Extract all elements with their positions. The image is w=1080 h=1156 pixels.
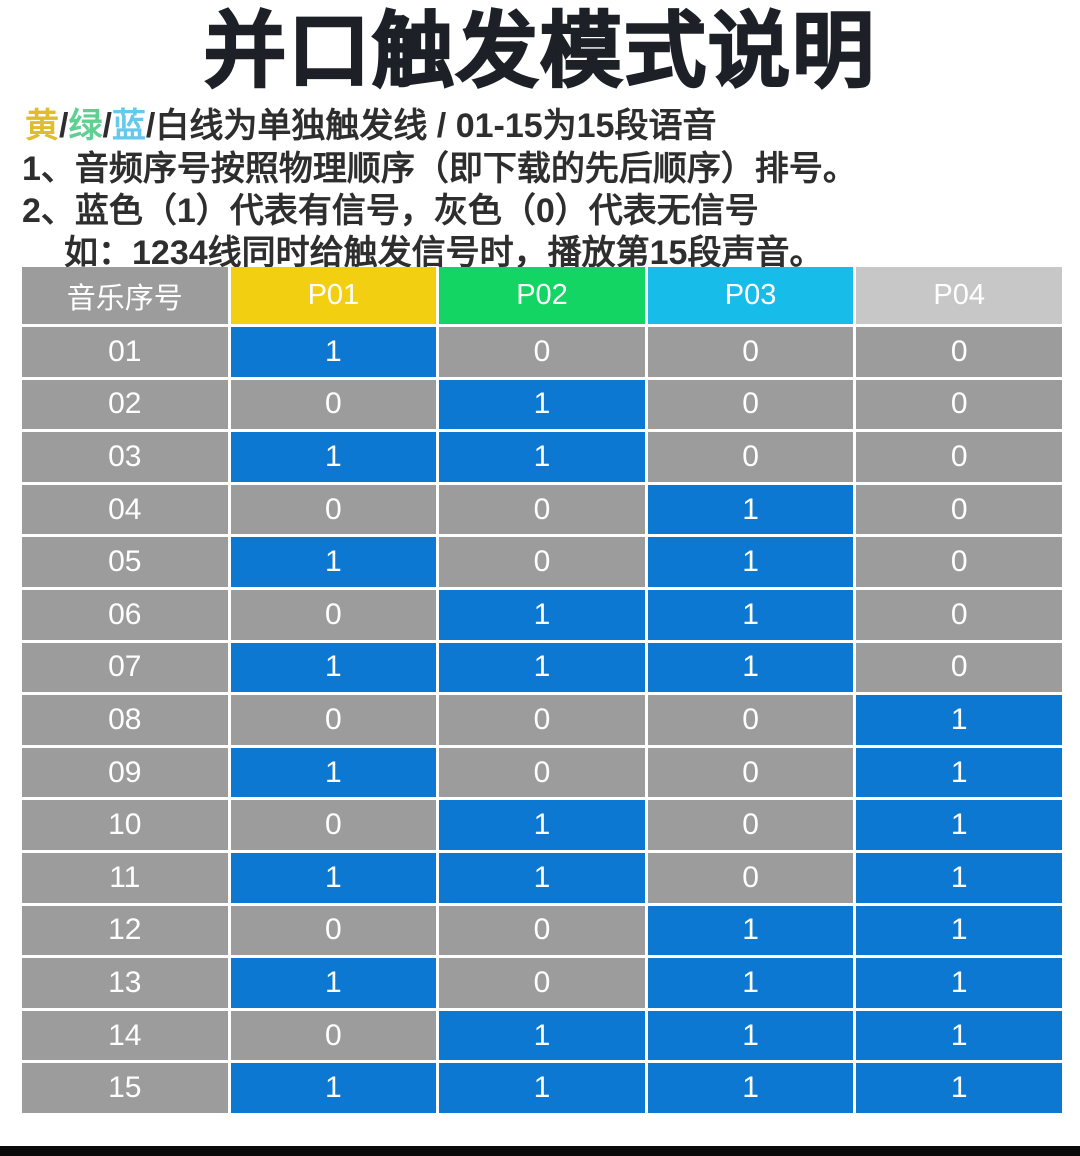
signal-on-cell: 1 — [439, 1010, 645, 1061]
signal-on-cell: 1 — [439, 1063, 645, 1113]
signal-on-cell: 1 — [647, 958, 854, 1008]
signal-on-cell: 1 — [230, 1063, 437, 1113]
row-header-cell: 03 — [22, 432, 228, 482]
signal-off-cell: 0 — [856, 589, 1062, 640]
signal-on-cell: 1 — [856, 852, 1062, 903]
legend-part: /白线为单独触发线 / 01-15为15段语音 — [145, 107, 717, 145]
note-line: 如：1234线同时给触发信号时，播放第15段声音。 — [64, 234, 824, 272]
signal-on-cell: 1 — [230, 537, 437, 587]
signal-on-cell: 1 — [647, 1010, 854, 1061]
signal-on-cell: 1 — [230, 327, 437, 377]
signal-on-cell: 1 — [856, 1063, 1062, 1113]
legend-part: 黄 — [25, 107, 59, 145]
signal-off-cell: 0 — [230, 695, 437, 745]
signal-off-cell: 0 — [230, 589, 437, 640]
legend-part: / — [59, 107, 69, 145]
note-line: 2、蓝色（1）代表有信号，灰色（0）代表无信号 — [22, 192, 759, 230]
note-line: 1、音频序号按照物理顺序（即下载的先后顺序）排号。 — [22, 150, 857, 188]
bottom-black-bar — [0, 1146, 1080, 1156]
signal-off-cell: 0 — [230, 379, 437, 430]
signal-on-cell: 1 — [856, 695, 1062, 745]
signal-off-cell: 0 — [856, 484, 1062, 535]
signal-on-cell: 1 — [647, 537, 854, 587]
header-cell-p01: P01 — [230, 267, 437, 324]
signal-on-cell: 1 — [647, 905, 854, 956]
legend-part: / — [102, 107, 112, 145]
row-header-cell: 08 — [22, 695, 228, 745]
signal-off-cell: 0 — [230, 800, 437, 850]
signal-off-cell: 0 — [647, 747, 854, 798]
signal-on-cell: 1 — [856, 905, 1062, 956]
row-header-cell: 10 — [22, 800, 228, 850]
signal-on-cell: 1 — [439, 852, 645, 903]
page-title: 并口触发模式说明 — [203, 5, 876, 98]
signal-off-cell: 0 — [230, 484, 437, 535]
header-cell-p04: P04 — [856, 267, 1062, 324]
signal-off-cell: 0 — [647, 379, 854, 430]
signal-off-cell: 0 — [647, 327, 854, 377]
signal-on-cell: 1 — [647, 1063, 854, 1113]
signal-off-cell: 0 — [647, 800, 854, 850]
signal-on-cell: 1 — [856, 747, 1062, 798]
row-header-cell: 02 — [22, 379, 228, 430]
signal-off-cell: 0 — [856, 379, 1062, 430]
row-header-cell: 12 — [22, 905, 228, 956]
signal-on-cell: 1 — [230, 747, 437, 798]
row-header-cell: 14 — [22, 1010, 228, 1061]
signal-off-cell: 0 — [439, 695, 645, 745]
signal-off-cell: 0 — [439, 327, 645, 377]
row-header-cell: 01 — [22, 327, 228, 377]
signal-on-cell: 1 — [856, 1010, 1062, 1061]
signal-off-cell: 0 — [230, 1010, 437, 1061]
row-header-cell: 07 — [22, 642, 228, 693]
header-cell-p03: P03 — [647, 267, 854, 324]
signal-on-cell: 1 — [439, 589, 645, 640]
signal-off-cell: 0 — [439, 537, 645, 587]
signal-on-cell: 1 — [856, 958, 1062, 1008]
row-header-cell: 06 — [22, 589, 228, 640]
signal-on-cell: 1 — [856, 800, 1062, 850]
signal-off-cell: 0 — [856, 327, 1062, 377]
signal-on-cell: 1 — [230, 958, 437, 1008]
signal-off-cell: 0 — [230, 905, 437, 956]
signal-off-cell: 0 — [647, 695, 854, 745]
row-header-cell: 11 — [22, 852, 228, 903]
row-header-cell: 13 — [22, 958, 228, 1008]
legend-part: 蓝 — [111, 107, 146, 145]
signal-on-cell: 1 — [439, 642, 645, 693]
signal-off-cell: 0 — [647, 432, 854, 482]
signal-off-cell: 0 — [856, 432, 1062, 482]
row-header-cell: 05 — [22, 537, 228, 587]
signal-off-cell: 0 — [439, 484, 645, 535]
signal-on-cell: 1 — [230, 852, 437, 903]
signal-off-cell: 0 — [439, 905, 645, 956]
header-cell-music-index: 音乐序号 — [22, 267, 228, 324]
signal-off-cell: 0 — [647, 852, 854, 903]
legend-part: 绿 — [68, 107, 103, 145]
trigger-mode-table: 音乐序号 P01 P02 P03 P04 01 1 0 0 0 02 0 1 0 0 03 1 1 0 0 04 0 0 1 0… — [22, 267, 1062, 1113]
signal-off-cell: 0 — [439, 747, 645, 798]
signal-on-cell: 1 — [439, 432, 645, 482]
row-header-cell: 04 — [22, 484, 228, 535]
signal-on-cell: 1 — [647, 484, 854, 535]
signal-on-cell: 1 — [230, 642, 437, 693]
signal-on-cell: 1 — [647, 589, 854, 640]
header-cell-p02: P02 — [439, 267, 645, 324]
signal-on-cell: 1 — [647, 642, 854, 693]
legend-line: 黄/绿/蓝/白线为单独触发线 / 01-15为15段语音 — [25, 98, 716, 147]
signal-off-cell: 0 — [856, 642, 1062, 693]
signal-on-cell: 1 — [439, 800, 645, 850]
signal-on-cell: 1 — [230, 432, 437, 482]
signal-off-cell: 0 — [439, 958, 645, 1008]
signal-off-cell: 0 — [856, 537, 1062, 587]
row-header-cell: 09 — [22, 747, 228, 798]
row-header-cell: 15 — [22, 1063, 228, 1113]
signal-on-cell: 1 — [439, 379, 645, 430]
